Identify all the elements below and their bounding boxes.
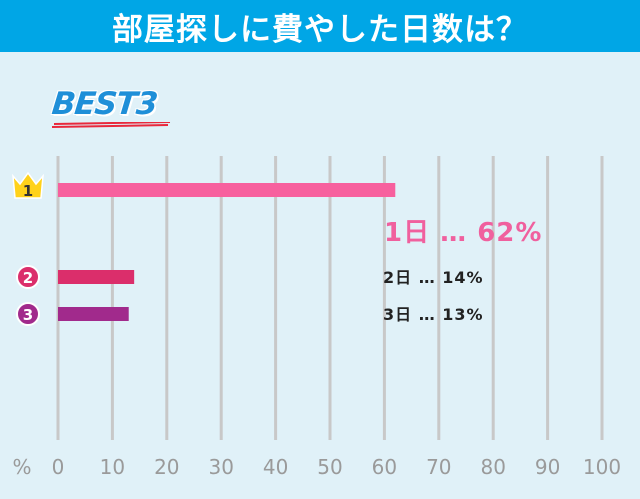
bar — [58, 183, 396, 197]
x-axis-unit: % — [12, 455, 31, 479]
x-tick-label: 70 — [426, 455, 451, 479]
x-tick-label: 10 — [100, 455, 125, 479]
data-label: 3日 … 13% — [383, 305, 484, 324]
x-tick-label: 0 — [52, 455, 65, 479]
x-tick-label: 80 — [480, 455, 505, 479]
rank-circle-icon — [16, 265, 40, 289]
x-tick-label: 90 — [535, 455, 560, 479]
x-tick-label: 50 — [317, 455, 342, 479]
x-tick-label: 100 — [583, 455, 621, 479]
data-label: 1日 … 62% — [384, 218, 543, 248]
best3-underline — [52, 122, 171, 128]
data-label: 2日 … 14% — [383, 268, 484, 287]
x-tick-label: 60 — [372, 455, 397, 479]
crown-icon — [12, 171, 44, 199]
title-bar: 部屋探しに費やした日数は？ — [0, 0, 640, 52]
rank-circle-icon — [16, 302, 40, 326]
chart-title: 部屋探しに費やした日数は？ — [112, 11, 528, 48]
rank-label: 3 — [23, 306, 33, 324]
rank-label: 1 — [23, 182, 33, 200]
bar — [58, 307, 129, 321]
x-tick-label: 20 — [154, 455, 179, 479]
bar — [58, 270, 135, 284]
x-tick-label: 30 — [208, 455, 233, 479]
x-tick-label: 40 — [263, 455, 288, 479]
rank-label: 2 — [23, 269, 33, 287]
